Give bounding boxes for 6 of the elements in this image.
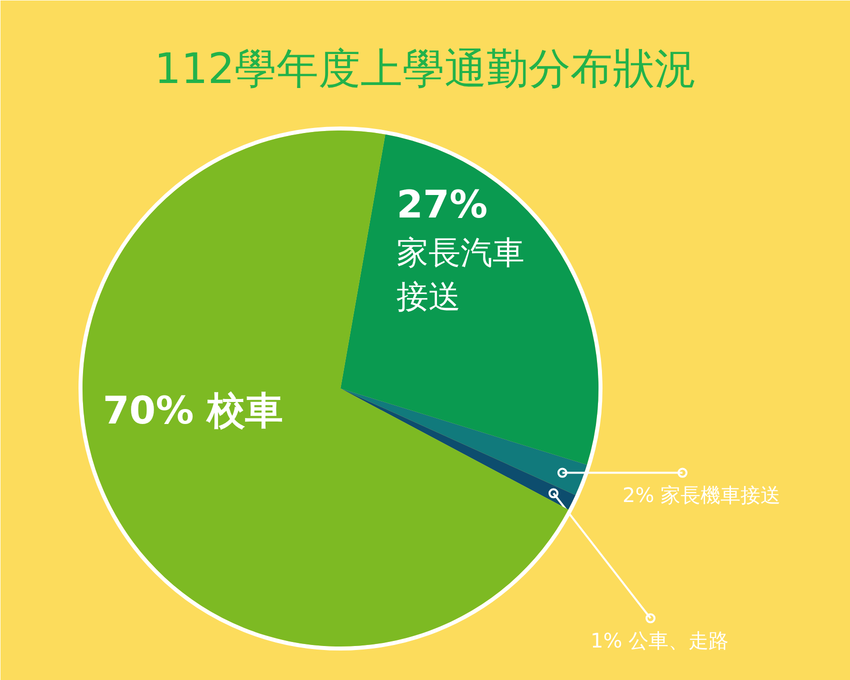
chart-title: 112學年度上學通勤分布狀況 <box>154 44 697 93</box>
slice-label: 2% 家長機車接送 <box>622 482 781 507</box>
slice-label: 1% 公車、走路 <box>590 628 729 652</box>
data-label: 27% <box>396 182 488 227</box>
slice-label: 70% 校車 <box>102 388 284 433</box>
slice-label: 家長汽車接送 <box>396 234 525 316</box>
